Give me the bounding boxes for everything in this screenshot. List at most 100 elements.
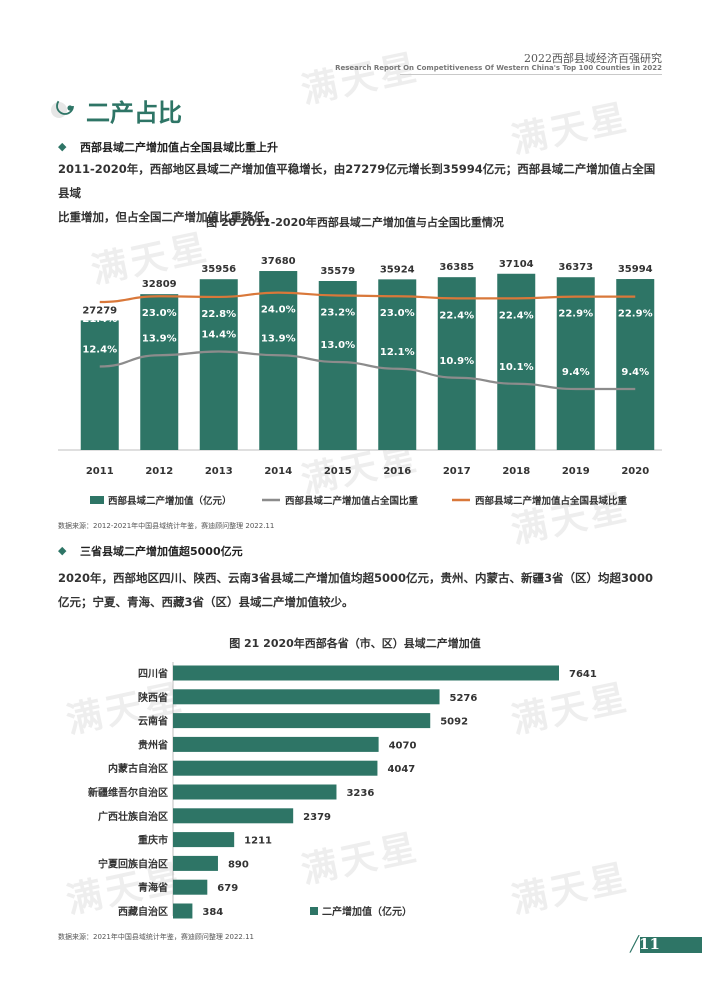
bar — [378, 279, 417, 450]
y-tick-label: 四川省 — [138, 667, 168, 680]
bar-value-label: 35924 — [380, 264, 415, 275]
bar-value-label: 679 — [217, 883, 238, 894]
bar-value-label: 32809 — [142, 279, 177, 290]
bar — [437, 277, 476, 450]
page-number-bar — [640, 937, 702, 953]
y-tick-label: 陕西省 — [138, 691, 168, 704]
bar — [173, 879, 208, 895]
bar — [173, 760, 378, 776]
data-label-national-share: 13.9% — [261, 333, 296, 344]
data-label-national-share: 10.1% — [499, 362, 534, 373]
x-tick-label: 2018 — [502, 466, 530, 477]
report-title: 2022西部县域经济百强研究 — [524, 52, 662, 65]
paragraph: 2011-2020年，西部地区县域二产增加值平稳增长，由27279亿元增长到35… — [58, 157, 658, 229]
x-tick-label: 2014 — [264, 466, 292, 477]
data-label-national-share: 10.9% — [439, 356, 474, 367]
figure-title: 图 21 2020年西部各省（市、区）县域二产增加值 — [229, 637, 481, 650]
y-tick-label: 新疆维吾尔自治区 — [88, 786, 168, 799]
report-subtitle: Research Report On Competitiveness Of We… — [335, 64, 662, 72]
page-number: ╱11 — [630, 935, 660, 953]
y-tick-label: 云南省 — [138, 715, 168, 728]
bar — [318, 280, 357, 450]
bar-value-label: 35994 — [618, 264, 653, 275]
data-label-national-share: 14.4% — [201, 330, 236, 341]
header-divider — [400, 74, 662, 75]
source-note: 数据来源：2021年中国县域统计年鉴，赛迪顾问整理 2022.11 — [58, 933, 254, 941]
bar-value-label: 1211 — [244, 836, 272, 847]
section-circle-icon — [51, 97, 74, 118]
bar-value-label: 7641 — [569, 669, 597, 680]
bar — [140, 294, 179, 450]
data-label-county-share: 21.4% — [82, 314, 117, 325]
section-title: 二产占比 — [86, 99, 182, 127]
data-label-national-share: 12.1% — [380, 347, 415, 358]
bar-value-label: 27279 — [82, 305, 117, 316]
bar — [173, 784, 337, 800]
bar — [616, 279, 655, 450]
subsection-heading: 西部县域二产增加值占全国县域比重上升 — [80, 141, 278, 154]
bar-value-label: 4047 — [387, 764, 415, 775]
bar — [173, 903, 193, 919]
bar-value-label: 36385 — [439, 262, 474, 273]
data-label-county-share: 22.4% — [439, 310, 474, 321]
y-tick-label: 宁夏回族自治区 — [98, 857, 168, 870]
legend-label: 二产增加值（亿元） — [322, 905, 412, 918]
bar-value-label: 3236 — [346, 788, 374, 799]
x-tick-label: 2015 — [324, 466, 352, 477]
bar — [173, 665, 559, 681]
data-label-county-share: 23.2% — [320, 308, 355, 319]
data-label-county-share: 22.4% — [499, 310, 534, 321]
paragraph-line: 比重增加，但占全国二产增加值比重降低。 — [58, 210, 277, 224]
bar-value-label: 37104 — [499, 259, 534, 270]
diamond-bullet-icon: ◆ — [58, 544, 67, 557]
data-label-county-share: 22.9% — [558, 309, 593, 320]
bar — [199, 279, 238, 450]
combo-chart: 27279 2011 32809 2012 35956 2013 37680 2014 3557… — [58, 256, 662, 507]
x-tick-label: 2020 — [621, 466, 649, 477]
bar — [173, 855, 218, 871]
paragraph: 2020年，西部地区四川、陕西、云南3省县域二产增加值均超5000亿元，贵州、内… — [58, 566, 658, 614]
x-tick-label: 2016 — [383, 466, 411, 477]
x-tick-label: 2011 — [86, 466, 114, 477]
subsection-heading: 三省县域二产增加值超5000亿元 — [80, 545, 243, 558]
legend-label: 西部县域二产增加值（亿元） — [108, 495, 232, 507]
series-line-county-share — [99, 291, 636, 304]
x-tick-label: 2019 — [562, 466, 590, 477]
legend-label: 西部县域二产增加值占全国县域比重 — [475, 495, 628, 507]
bar — [80, 320, 119, 450]
watermark: 满天星 — [507, 96, 634, 162]
y-tick-label: 内蒙古自治区 — [108, 762, 168, 775]
bar-value-label: 5276 — [450, 693, 478, 704]
bar — [173, 832, 235, 848]
data-label-national-share: 9.4% — [621, 367, 649, 378]
bar-value-label: 36373 — [558, 262, 593, 273]
bar — [173, 808, 294, 824]
data-label-county-share: 24.0% — [261, 305, 296, 316]
data-label-county-share: 22.8% — [201, 309, 236, 320]
bar-value-label: 2379 — [303, 812, 331, 823]
y-tick-label: 广西壮族自治区 — [98, 810, 168, 823]
page-number-value: 11 — [639, 935, 660, 953]
bar-value-label: 37680 — [261, 256, 296, 267]
bar-value-label: 384 — [202, 907, 223, 918]
data-label-national-share: 13.0% — [320, 340, 355, 351]
bar-value-label: 4070 — [389, 740, 417, 751]
x-tick-label: 2013 — [205, 466, 233, 477]
bar — [173, 689, 440, 705]
y-tick-label: 重庆市 — [138, 834, 168, 847]
bar — [497, 273, 536, 450]
data-label-county-share: 23.0% — [142, 308, 177, 319]
data-label-county-share: 22.9% — [618, 309, 653, 320]
diamond-bullet-icon: ◆ — [58, 140, 67, 153]
y-tick-label: 贵州省 — [138, 738, 168, 751]
bar — [259, 271, 298, 450]
bar-value-label: 35956 — [201, 264, 236, 275]
paragraph-line: 2011-2020年，西部地区县域二产增加值平稳增长，由27279亿元增长到35… — [58, 162, 656, 200]
data-label-national-share: 13.9% — [142, 333, 177, 344]
bar-value-label: 35579 — [320, 266, 355, 277]
bar — [556, 277, 595, 450]
bar — [173, 736, 379, 752]
legend-swatch-bar — [90, 496, 104, 504]
y-tick-label: 青海省 — [138, 881, 168, 894]
legend-label: 西部县域二产增加值占全国比重 — [285, 495, 419, 507]
